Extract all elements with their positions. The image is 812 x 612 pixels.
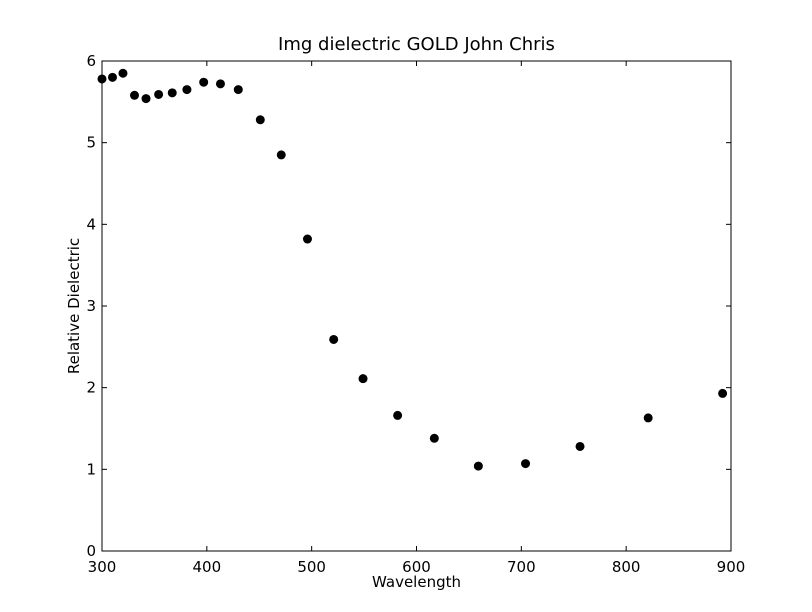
y-tick-label: 1 (86, 460, 96, 478)
chart-title: Img dielectric GOLD John Chris (278, 34, 555, 55)
data-point (118, 68, 128, 78)
data-point (182, 85, 192, 95)
y-tick-label: 3 (86, 297, 96, 315)
data-points (97, 68, 728, 471)
data-point (358, 374, 368, 384)
data-point (107, 72, 117, 82)
y-tick-label: 2 (86, 379, 96, 397)
x-tick-label: 700 (507, 558, 536, 576)
data-point (393, 410, 403, 420)
data-point (429, 433, 439, 443)
plot-frame (101, 60, 732, 552)
data-point (329, 334, 339, 344)
x-tick-label: 600 (402, 558, 431, 576)
data-point (575, 441, 585, 451)
data-point (154, 89, 164, 99)
data-point (233, 85, 243, 95)
y-axis-label: Relative Dielectric (65, 238, 83, 374)
x-tick-label: 500 (297, 558, 326, 576)
data-point (276, 150, 286, 160)
plot-area (102, 61, 731, 551)
data-point (302, 234, 312, 244)
data-point (167, 88, 177, 98)
x-tick-label: 800 (612, 558, 641, 576)
data-point (255, 115, 265, 125)
x-axis-ticks: 300 400 500 600 700 800 900 (88, 61, 746, 576)
data-point (141, 94, 151, 104)
x-tick-label: 900 (717, 558, 746, 576)
y-tick-label: 5 (86, 134, 96, 152)
data-point (215, 79, 225, 89)
data-point (129, 90, 139, 100)
y-tick-label: 0 (86, 542, 96, 560)
data-point (643, 413, 653, 423)
x-axis-label: Wavelength (372, 573, 461, 591)
data-point (521, 459, 531, 469)
y-tick-label: 6 (86, 52, 96, 70)
x-tick-label: 400 (193, 558, 222, 576)
x-tick-label: 300 (88, 558, 117, 576)
y-tick-label: 4 (86, 215, 96, 233)
data-point (718, 388, 728, 398)
data-point (473, 461, 483, 471)
data-point (199, 77, 209, 87)
